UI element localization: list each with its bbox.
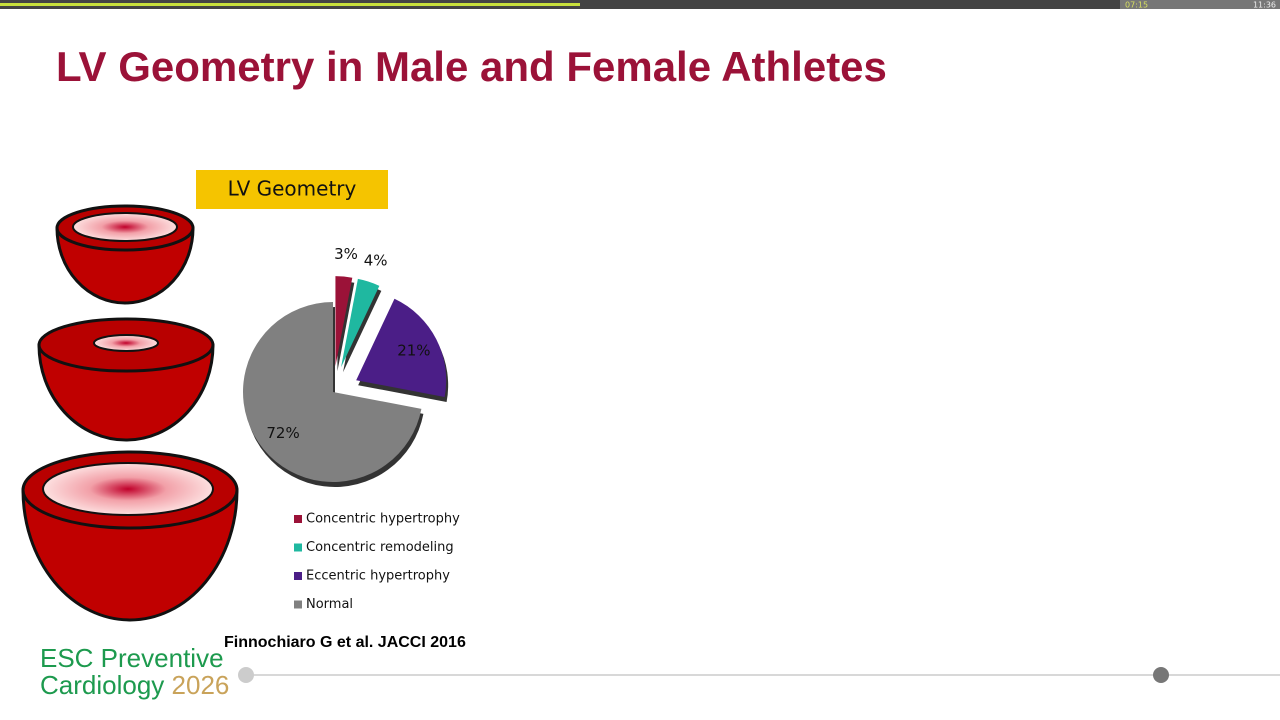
legend-label: Eccentric hypertrophy <box>306 569 450 584</box>
chart-title-box <box>196 170 388 209</box>
data-label: 3% <box>334 245 358 263</box>
slide-title: LV Geometry in Male and Female Athletes <box>56 43 887 90</box>
legend-label: Normal <box>306 597 353 612</box>
progress-track <box>0 0 1280 9</box>
legend-swatch <box>294 515 302 523</box>
progress-fill <box>0 3 580 6</box>
time-box <box>1120 0 1280 9</box>
legend-swatch <box>294 600 302 609</box>
logo-line1: ESC Preventive <box>40 643 224 673</box>
legend: Concentric hypertrophy Concentric remodel… <box>294 512 460 612</box>
elapsed-time: 07:15 <box>1125 1 1148 10</box>
logo-year: 2026 <box>172 670 230 700</box>
legend-label: Concentric hypertrophy <box>306 512 460 527</box>
logo-word: Cardiology <box>40 670 164 700</box>
data-label: 4% <box>364 251 388 269</box>
logo-line2: Cardiology 2026 <box>40 670 229 700</box>
slice-shadow <box>343 283 382 373</box>
legend-label: Concentric remodeling <box>306 540 454 555</box>
data-label: 72% <box>266 424 299 442</box>
slice <box>356 298 447 398</box>
pie-chart: 3% 4% 21% 72% <box>242 245 449 487</box>
chart-title: LV Geometry <box>228 177 357 201</box>
slider-start[interactable] <box>238 667 254 683</box>
data-label: 21% <box>397 341 430 359</box>
slice <box>335 276 353 367</box>
citation: Finnochiaro G et al. JACCI 2016 <box>224 634 466 651</box>
total-time: 11:36 <box>1253 1 1276 10</box>
heart-illustrations <box>21 204 239 622</box>
slice <box>341 278 380 368</box>
slice <box>242 302 422 482</box>
slider-handle[interactable] <box>1153 667 1169 683</box>
legend-swatch <box>294 543 302 552</box>
legend-swatch <box>294 572 302 580</box>
